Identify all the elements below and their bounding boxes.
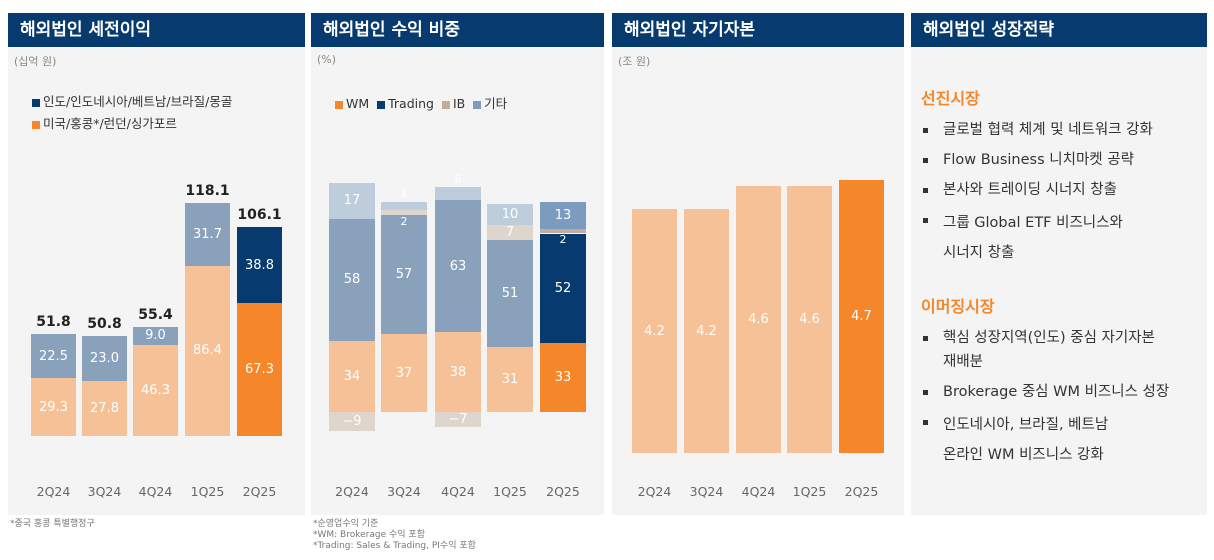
bar-segment-2Q25: 67.3 (237, 303, 282, 436)
bar-segment-2Q24: 29.3 (31, 378, 76, 436)
bar-segment-3Q24: 37 (381, 334, 427, 412)
panel-equity: 해외법인 자기자본 (조 원) 4.2 2Q24 4.2 3Q24 4.6 4Q24 4.6… (612, 13, 904, 515)
legend-swatch (377, 100, 386, 109)
bar-segment-3Q24: 27.8 (82, 381, 127, 436)
panel-title: 해외법인 세전이익 (8, 13, 305, 47)
x-tick-label: 1Q25 (493, 484, 527, 499)
list-item: 그룹 Global ETF 비즈니스와 시너지 창출 (923, 208, 1123, 268)
legend-swatch (441, 100, 450, 109)
legend-swatch (32, 120, 40, 129)
x-tick-label: 2Q24 (335, 484, 369, 499)
panel-revenue-mix: 해외법인 수익 비중 (%) WM Trading IB 기타 34 58 −9 17… (311, 13, 604, 515)
legend-item-emerging: 인도/인도네시아/베트남/브라질/몽골 (32, 91, 232, 110)
section-heading-developed: 선진시장 (921, 89, 980, 108)
bar-segment-1Q25: 51 (487, 239, 533, 347)
list-item: 인도네시아, 브라질, 베트남 온라인 WM 비즈니스 강화 (923, 410, 1108, 470)
legend-label: Trading (388, 96, 434, 111)
x-tick-label: 2Q25 (844, 484, 879, 499)
panel-title: 해외법인 성장전략 (911, 13, 1207, 47)
panel-pretax-profit: 해외법인 세전이익 (십억 원) 인도/인도네시아/베트남/브라질/몽골 미국/… (8, 13, 305, 515)
bar-segment-4Q24: 9.0 (133, 327, 178, 345)
x-tick-label: 1Q25 (190, 484, 225, 499)
bar-segment-1Q25: 31.7 (185, 203, 230, 266)
list-item: 글로벌 협력 체계 및 네트워크 강화 (923, 118, 1153, 142)
bar-segment-4Q24: 46.3 (133, 344, 178, 436)
total-label: 50.8 (87, 315, 122, 332)
segment-label: 4 (400, 188, 408, 201)
bar-segment-1Q25: 10 (487, 204, 533, 226)
legend-label: 미국/홍콩*/런던/싱가포르 (43, 116, 177, 131)
total-label: 106.1 (237, 206, 282, 223)
footnote: *순영업수익 기준 (313, 519, 379, 529)
bar-segment-2Q25: 13 (540, 202, 586, 230)
bar-segment-3Q24: 4.2 (684, 209, 729, 453)
total-label: 51.8 (36, 313, 71, 330)
x-tick-label: 2Q24 (36, 484, 71, 499)
legend-swatch (473, 100, 482, 109)
legend-item-developed: 미국/홍콩*/런던/싱가포르 (32, 113, 177, 132)
list-item: 본사와 트레이딩 시너지 창출 (923, 178, 1117, 202)
legend-swatch (335, 100, 343, 109)
unit-label: (십억 원) (14, 55, 57, 68)
bar-segment-2Q24: 34 (329, 340, 375, 412)
legend: WM Trading IB 기타 (335, 93, 507, 112)
x-tick-label: 4Q24 (441, 484, 475, 499)
segment-label: 2 (400, 214, 408, 228)
bar-segment-2Q25: 38.8 (237, 226, 282, 304)
footnotes: *순영업수익 기준 *WM: Brokerage 수익 포함 *Trading:… (313, 519, 476, 552)
bar-segment-3Q24: 57 (381, 214, 427, 335)
legend-label: 기타 (484, 96, 508, 111)
bar-segment-3Q24: 23.0 (82, 335, 127, 382)
bar-segment-4Q24: 38 (435, 332, 481, 412)
bar-segment-2Q25: 33 (540, 342, 586, 412)
bar-segment-3Q24: 2 (381, 210, 427, 227)
x-tick-label: 3Q24 (387, 484, 421, 499)
segment-label: 6 (454, 173, 462, 187)
bar-segment-2Q24: 58 (329, 218, 375, 341)
bar-segment-2Q25: 52 (540, 233, 586, 343)
bar-segment-4Q24: 4.6 (736, 186, 781, 453)
x-tick-label: 3Q24 (689, 484, 724, 499)
unit-label: (%) (317, 53, 337, 66)
bar-segment-1Q25: 86.4 (185, 265, 230, 436)
bar-segment-2Q24: 22.5 (31, 333, 76, 379)
bar-segment-1Q25: 4.6 (787, 186, 832, 453)
x-tick-label: 1Q25 (792, 484, 827, 499)
bar-segment-1Q25: 7 (487, 225, 533, 240)
bar-segment-2Q25: 4.7 (839, 180, 884, 453)
x-tick-label: 4Q24 (741, 484, 776, 499)
list-item: Flow Business 니치마켓 공략 (923, 148, 1134, 172)
bar-segment-4Q24: −7 (435, 412, 481, 427)
legend-swatch (32, 98, 40, 107)
bar-segment-4Q24: 6 (435, 174, 481, 200)
x-tick-label: 2Q25 (242, 484, 277, 499)
x-tick-label: 2Q25 (546, 484, 580, 499)
bar-segment-2Q24: 4.2 (632, 209, 677, 453)
panel-title: 해외법인 수익 비중 (311, 13, 604, 47)
x-tick-label: 4Q24 (138, 484, 173, 499)
bar-segment-2Q25: 2 (540, 229, 586, 246)
bar-segment-1Q25: 31 (487, 346, 533, 412)
list-item: Brokerage 중심 WM 비즈니스 성장 (923, 380, 1169, 404)
x-tick-label: 3Q24 (87, 484, 122, 499)
panel-title: 해외법인 자기자본 (612, 13, 904, 47)
legend-label: IB (452, 96, 466, 111)
total-label: 118.1 (185, 183, 230, 200)
legend-label: WM (346, 96, 370, 111)
bar-segment-4Q24: 63 (435, 199, 481, 333)
section-heading-emerging: 이머징시장 (921, 297, 995, 316)
panel-growth-strategy: 해외법인 성장전략 선진시장 글로벌 협력 체계 및 네트워크 강화 Flow … (911, 13, 1207, 515)
total-label: 55.4 (138, 307, 173, 324)
footnote: *WM: Brokerage 수익 포함 (313, 530, 425, 540)
unit-label: (조 원) (618, 55, 651, 68)
x-tick-label: 2Q24 (637, 484, 672, 499)
bar-segment-2Q24: 17 (329, 183, 375, 219)
bar-segment-3Q24: 4 (381, 189, 427, 211)
bar-segment-2Q24: −9 (329, 412, 375, 431)
footnote: *중국 홍콩 특별행정구 (10, 519, 95, 529)
legend-label: 인도/인도네시아/베트남/브라질/몽골 (43, 94, 233, 109)
segment-label: 2 (559, 233, 567, 247)
footnote: *Trading: Sales & Trading, PI수익 포함 (313, 541, 476, 551)
list-item: 핵심 성장지역(인도) 중심 자기자본 재배분 (923, 326, 1155, 374)
